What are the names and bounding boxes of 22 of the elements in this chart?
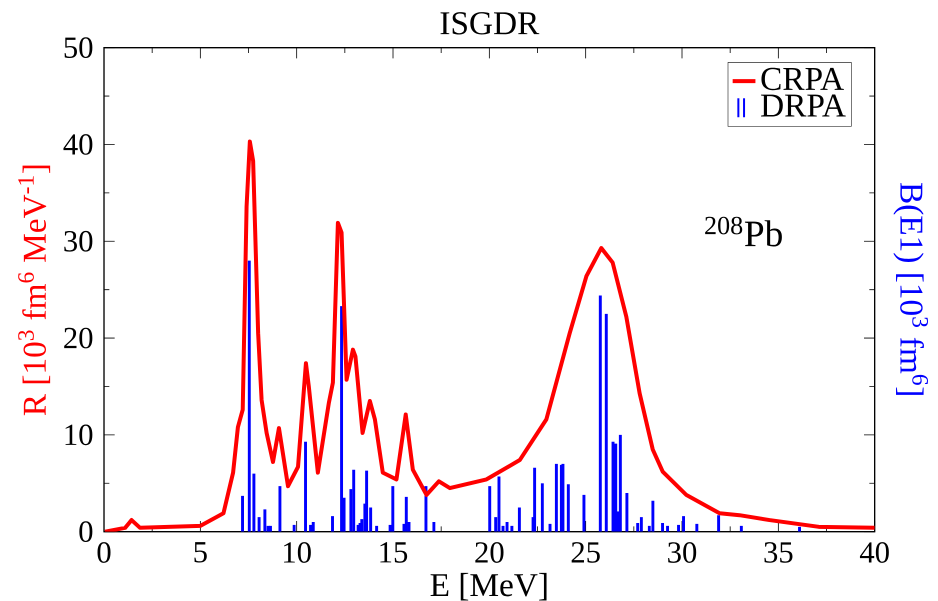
legend-label: CRPA: [761, 68, 844, 90]
x-tick-label: 5: [194, 542, 207, 563]
annotation: $^{208}$Pb: [705, 216, 782, 246]
y-tick-label: 40: [63, 134, 92, 155]
x-tick-label: 30: [668, 542, 696, 563]
legend-label: DRPA: [761, 94, 846, 117]
x-tick-label: 25: [572, 542, 600, 563]
y-axis-title: R [10$^{3}$ fm$^{6}$ MeV$^{-1}$]: [18, 166, 50, 416]
y-tick-label: 50: [64, 37, 92, 58]
y-tick-label: 30: [64, 230, 92, 252]
y-tick-label: 10: [66, 424, 92, 446]
x-tick-label: 10: [284, 542, 311, 563]
x-tick-label: 20: [475, 542, 504, 563]
x-tick-label: 35: [764, 542, 792, 563]
x-tick-label: 40: [860, 542, 889, 563]
y-tick-label: 0: [79, 521, 92, 542]
y2-axis-title: B(E1) [10$^{3}$ fm$^{6}$]: [893, 182, 928, 395]
chart-title: ISGDR: [440, 12, 540, 35]
x-axis-title: E [MeV]: [430, 572, 547, 600]
x-tick-label: 15: [380, 542, 408, 563]
y-tick-label: 20: [64, 328, 92, 348]
x-tick-label: 0: [98, 542, 111, 563]
